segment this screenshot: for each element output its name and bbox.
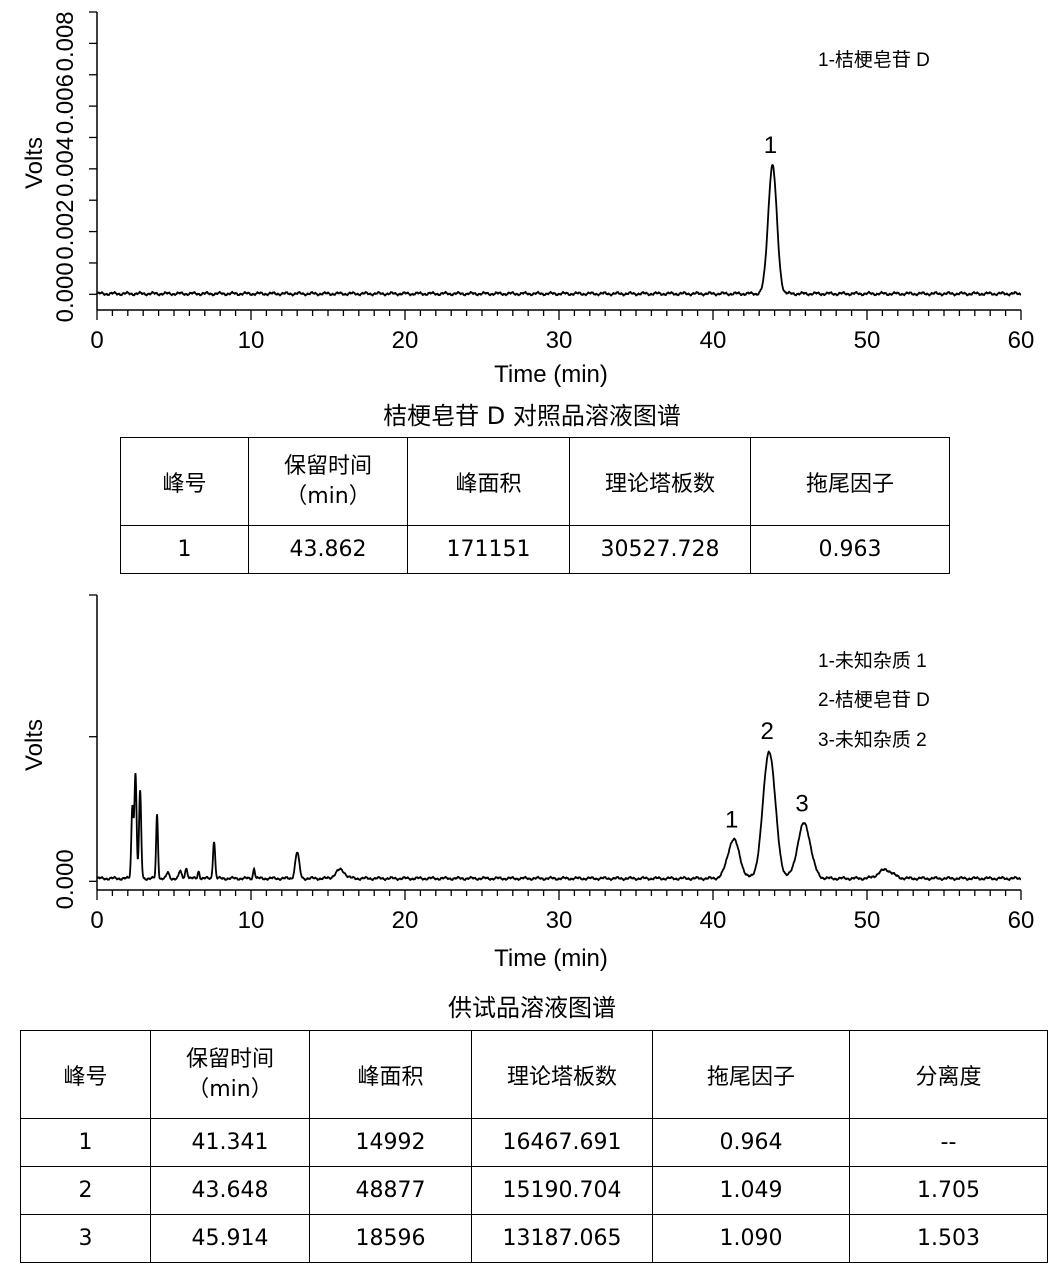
table2-cell: 16467.691 [471,1118,653,1167]
x-tick-label: 20 [392,907,419,934]
reference-results-table: 峰号 保留时间 （min） 峰面积 理论塔板数 拖尾因子 1 43.862 17… [120,437,950,574]
table2-cell: 1.705 [849,1166,1048,1215]
table2-header-retention-unit: （min） [187,1076,273,1102]
table1-cell: 43.862 [248,525,408,574]
chart2-axes: 0 10 20 30 40 50 60 0.000 [52,594,1035,934]
chart1-caption: 桔梗皂苷 D 对照品溶液图谱 [383,402,681,430]
x-tick-label: 60 [1008,327,1035,354]
x-tick-label: 10 [238,907,265,934]
table1-cell: 0.963 [750,525,950,574]
table2-header-row: 峰号 保留时间 （min） 峰面积 理论塔板数 拖尾因子 分离度 [20,1030,1048,1119]
table2-cell: 13187.065 [471,1214,653,1263]
table2-cell: 14992 [309,1118,472,1167]
x-tick-label: 60 [1008,907,1035,934]
x-tick-label: 50 [854,907,881,934]
table-row: 2 43.648 48877 15190.704 1.049 1.705 [20,1166,1048,1215]
table2-cell: 0.964 [652,1118,850,1167]
table2-cell: 45.914 [150,1214,310,1263]
table1-header-row: 峰号 保留时间 （min） 峰面积 理论塔板数 拖尾因子 [120,437,950,526]
chart1-trace [96,163,1022,297]
table2-header-resolution: 分离度 [849,1030,1048,1119]
x-tick-label: 30 [546,327,573,354]
peak-label: 2 [760,718,773,745]
table2-cell: 15190.704 [471,1166,653,1215]
table1-header-peak-no: 峰号 [120,437,249,526]
chart2-x-axis-label: Time (min) [494,945,608,972]
table2-cell: 1.049 [652,1166,850,1215]
table2-cell: 3 [20,1214,151,1263]
y-tick-label: 0.008 [52,11,79,71]
table1-header-plates: 理论塔板数 [569,437,751,526]
x-tick-label: 40 [700,907,727,934]
table1-header-retention-line1: 保留时间 [283,453,372,479]
table1-header-area: 峰面积 [407,437,570,526]
chart1-y-axis-label: Volts [21,137,48,189]
table1-cell: 171151 [407,525,570,574]
table1-header-retention: 保留时间 （min） [248,437,408,526]
chart2-legend-entry: 1-未知杂质 1 [818,650,927,672]
chart2-caption: 供试品溶液图谱 [448,994,616,1022]
chart1-x-axis-label: Time (min) [494,361,608,388]
table2-cell: -- [849,1118,1048,1167]
table2-header-peak-no: 峰号 [20,1030,151,1119]
table2-header-plates: 理论塔板数 [471,1030,653,1119]
x-tick-label: 40 [700,327,727,354]
y-tick-label: 0.000 [52,849,79,909]
peak-label: 1 [764,132,777,159]
table1-header-tailing: 拖尾因子 [750,437,950,526]
x-tick-label: 0 [90,907,103,934]
table2-cell: 18596 [309,1214,472,1263]
table2-header-area: 峰面积 [309,1030,472,1119]
table2-cell: 1 [20,1118,151,1167]
peak-label: 1 [725,806,738,833]
peak-label: 3 [795,790,808,817]
sample-chromatogram: 0 10 20 30 40 50 60 0.000 1 2 3 1-未知杂质 1 2-桔梗皂苷 D… [21,594,1035,972]
table1-cell: 30527.728 [569,525,751,574]
y-tick-label: 0.004 [52,137,79,197]
table2-cell: 48877 [309,1166,472,1215]
table2-cell: 43.648 [150,1166,310,1215]
chart1-legend-entry: 1-桔梗皂苷 D [818,49,930,71]
x-tick-label: 30 [546,907,573,934]
table2-cell: 2 [20,1166,151,1215]
chart2-legend-entry: 2-桔梗皂苷 D [818,689,930,711]
x-tick-label: 10 [238,327,265,354]
table1-cell: 1 [120,525,249,574]
x-tick-label: 50 [854,327,881,354]
table1-header-retention-unit: （min） [285,483,371,509]
chart2-trace [96,750,1022,882]
y-tick-label: 0.006 [52,74,79,134]
sample-results-table: 峰号 保留时间 （min） 峰面积 理论塔板数 拖尾因子 分离度 1 41.34… [20,1030,1048,1263]
chart2-y-axis-label: Volts [21,719,48,771]
table-row: 1 41.341 14992 16467.691 0.964 -- [20,1118,1048,1167]
table2-cell: 41.341 [150,1118,310,1167]
table-row: 1 43.862 171151 30527.728 0.963 [120,525,950,574]
y-tick-label: 0.002 [52,200,79,260]
x-tick-label: 20 [392,327,419,354]
table2-header-retention-line1: 保留时间 [185,1046,274,1072]
y-tick-label: 0.000 [52,262,79,322]
chart2-legend-entry: 3-未知杂质 2 [818,729,927,751]
x-tick-label: 0 [90,327,103,354]
table2-cell: 1.503 [849,1214,1048,1263]
table2-cell: 1.090 [652,1214,850,1263]
table2-header-retention: 保留时间 （min） [150,1030,310,1119]
table2-header-tailing: 拖尾因子 [652,1030,850,1119]
table-row: 3 45.914 18596 13187.065 1.090 1.503 [20,1214,1048,1263]
